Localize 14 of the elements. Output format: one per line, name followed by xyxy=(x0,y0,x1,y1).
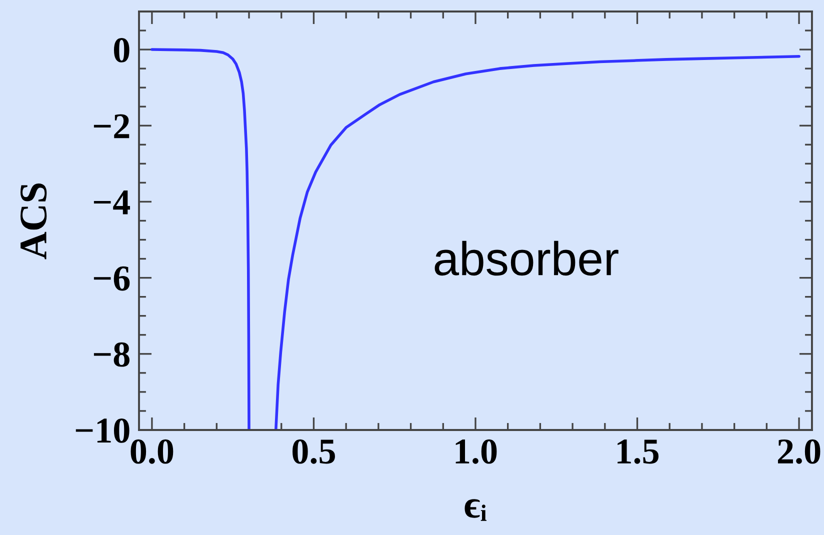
x-tick-label: 0.0 xyxy=(130,439,174,464)
y-tick-label: 0 xyxy=(114,38,130,62)
x-tick-label: 0.5 xyxy=(292,439,335,464)
y-tick-label: −2 xyxy=(94,114,130,138)
y-tick-label: −8 xyxy=(94,342,130,367)
x-axis-title: ϵᵢ xyxy=(464,499,486,521)
x-tick-label: 2.0 xyxy=(778,439,820,464)
annotation: absorber xyxy=(434,240,618,276)
x-tick-label: 1.0 xyxy=(456,439,497,464)
y-axis-title: ACS xyxy=(20,183,47,260)
y-tick-label: −4 xyxy=(94,190,130,214)
x-tick-label: 1.5 xyxy=(618,440,659,464)
y-tick-label: −6 xyxy=(94,266,130,291)
y-tick-label: −10 xyxy=(76,418,130,443)
